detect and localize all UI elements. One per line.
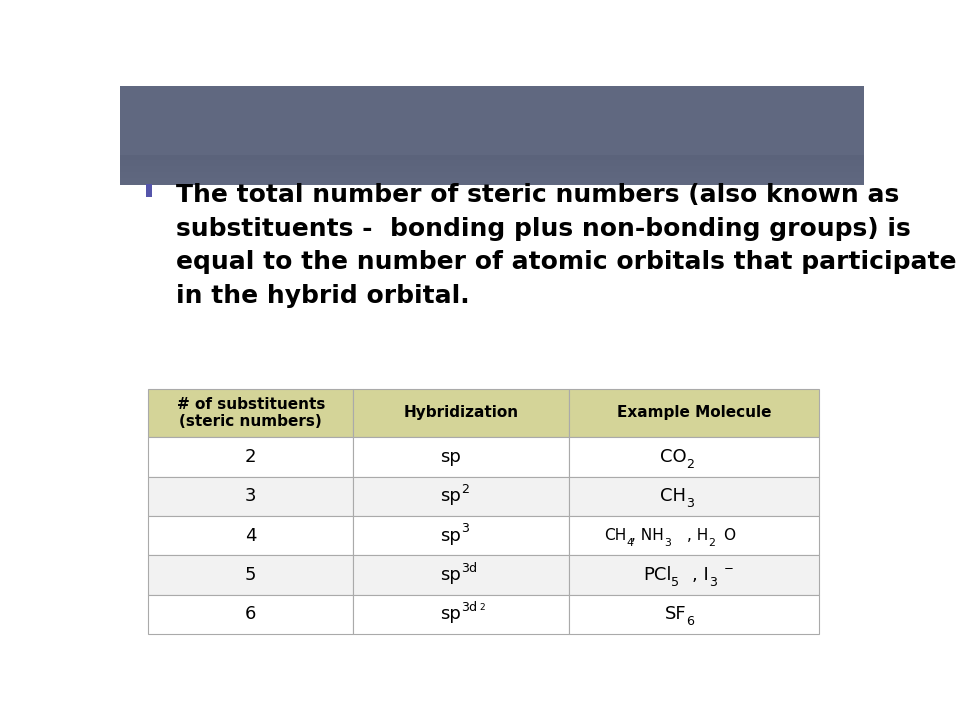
Bar [120,161,864,163]
Text: CH: CH [605,528,627,544]
Bar [568,389,819,437]
Bar [353,477,568,516]
Bar [148,595,353,634]
Bar [146,184,152,197]
Text: 2: 2 [686,458,694,471]
Text: 4: 4 [245,527,256,545]
Bar [353,389,568,437]
Text: Hybridization: Hybridization [403,405,518,420]
Text: PCl: PCl [643,566,671,584]
Bar [120,171,864,172]
Bar [120,172,864,174]
Text: SF: SF [664,606,686,624]
Bar [148,437,353,477]
Bar [120,160,864,161]
Text: −: − [724,562,733,575]
Bar [120,176,864,178]
Text: 2: 2 [245,448,256,466]
Bar [120,164,864,166]
Text: 6: 6 [686,615,694,628]
Bar [353,555,568,595]
Bar [148,389,353,437]
Bar [568,595,819,634]
Bar [120,86,864,185]
Bar [568,555,819,595]
Bar [120,178,864,179]
Text: , NH: , NH [632,528,664,544]
Text: 6: 6 [245,606,256,624]
Text: CH: CH [660,487,686,505]
Text: 3d: 3d [461,601,477,614]
Text: 3: 3 [461,522,469,535]
Text: 3: 3 [245,487,256,505]
Text: sp: sp [440,566,461,584]
Text: sp: sp [440,487,461,505]
Bar [120,157,864,158]
Bar [568,516,819,555]
Text: Example Molecule: Example Molecule [616,405,771,420]
Bar [148,477,353,516]
Text: 2: 2 [708,538,715,548]
Text: 2: 2 [461,483,469,496]
Bar [120,163,864,164]
Text: CO: CO [660,448,686,466]
Bar [353,437,568,477]
Bar [568,437,819,477]
Bar [120,175,864,176]
Bar [120,174,864,175]
Bar [120,181,864,182]
Text: , H: , H [687,528,708,544]
Text: 2: 2 [480,603,485,612]
Text: , I: , I [692,566,708,584]
Bar [353,595,568,634]
Bar [120,168,864,171]
Bar [120,182,864,184]
Text: 3: 3 [664,538,671,548]
Bar [120,166,864,167]
Text: The total number of steric numbers (also known as
substituents -  bonding plus n: The total number of steric numbers (also… [176,184,956,308]
Bar [148,555,353,595]
Text: 3: 3 [686,497,694,510]
Text: sp: sp [440,448,461,466]
Text: sp: sp [440,527,461,545]
Text: 3d: 3d [461,562,477,575]
Bar [353,516,568,555]
Bar [120,167,864,168]
Bar [120,179,864,181]
Text: 5: 5 [245,566,256,584]
Text: sp: sp [440,606,461,624]
Bar [568,477,819,516]
Bar [120,184,864,185]
Text: 4: 4 [627,538,634,548]
Bar [120,156,864,157]
Text: 3: 3 [708,576,717,589]
Text: O: O [724,528,735,544]
Bar [120,158,864,160]
Bar [148,516,353,555]
Text: 5: 5 [671,576,680,589]
Text: # of substituents
(steric numbers): # of substituents (steric numbers) [177,397,324,429]
